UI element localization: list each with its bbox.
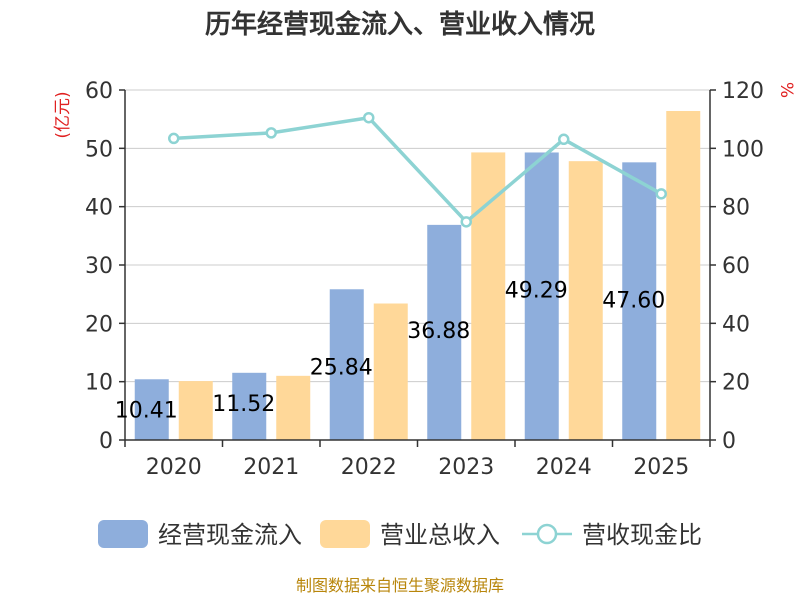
right-tick-label: 40	[722, 312, 750, 337]
ratio-point-2023	[460, 216, 472, 228]
left-tick-label: 20	[85, 312, 113, 337]
data-label-2021: 11.52	[212, 392, 275, 417]
legend-swatch-marker	[536, 523, 558, 545]
x-tick-label: 2025	[633, 455, 689, 480]
bar-营业总收入-2025	[666, 111, 701, 440]
bar-营业总收入-2021	[276, 375, 311, 440]
grid-lines	[125, 89, 710, 383]
bar-营业总收入-2022	[373, 303, 408, 440]
bars	[134, 111, 701, 441]
left-tick-label: 60	[85, 79, 113, 104]
ratio-point-2021	[265, 127, 277, 139]
bar-经营现金流入-2024	[524, 152, 559, 440]
x-tick-label: 2021	[243, 455, 299, 480]
right-tick-label: 80	[722, 196, 750, 221]
legend-label-营收现金比: 营收现金比	[582, 521, 702, 549]
right-tick-label: 0	[722, 429, 736, 454]
legend-swatch-营业总收入	[320, 520, 370, 548]
data-label-2022: 25.84	[310, 355, 373, 380]
data-labels: 10.41 11.52 25.84 36.88 49.29 47.60	[115, 278, 665, 423]
legend-swatch-经营现金流入	[98, 520, 148, 548]
right-tick-label: 100	[722, 137, 764, 162]
chart-title: 历年经营现金流入、营业收入情况	[205, 9, 595, 40]
ratio-point-2025	[655, 188, 667, 200]
right-tick-label: 120	[722, 79, 764, 104]
bar-经营现金流入-2020	[134, 379, 169, 440]
source-note: 制图数据来自恒生聚源数据库	[296, 576, 504, 595]
data-label-2025: 47.60	[602, 288, 665, 313]
ratio-line-path	[173, 115, 663, 225]
bar-营业总收入-2024	[568, 161, 603, 440]
right-axis-unit: %	[776, 82, 796, 98]
ratio-point-2022	[363, 111, 375, 124]
x-tick-label: 2024	[536, 455, 592, 480]
x-tick-label: 2020	[146, 455, 202, 480]
legend-label-营业总收入: 营业总收入	[380, 521, 500, 549]
left-tick-label: 40	[85, 196, 113, 221]
bar-经营现金流入-2021	[232, 372, 267, 440]
data-label-2023: 36.88	[407, 319, 470, 344]
bar-经营现金流入-2022	[329, 289, 364, 440]
ratio-line	[168, 111, 667, 228]
bar-营业总收入-2020	[178, 381, 213, 440]
left-tick-label: 0	[99, 429, 113, 454]
right-tick-label: 20	[722, 371, 750, 396]
ratio-point-2020	[168, 132, 180, 145]
ratio-point-2024	[558, 133, 570, 146]
axes: 0 10 20 30 40 50 60 0 20 40 60 80 100 120 2020 2021 2022…	[85, 79, 764, 480]
right-tick-label: 60	[722, 254, 750, 279]
left-tick-label: 50	[85, 137, 113, 162]
legend: 经营现金流入 营业总收入 营收现金比	[98, 520, 702, 549]
data-label-2024: 49.29	[505, 278, 568, 303]
left-tick-label: 10	[85, 371, 113, 396]
left-tick-label: 30	[85, 254, 113, 279]
x-tick-label: 2022	[341, 455, 397, 480]
legend-label-经营现金流入: 经营现金流入	[158, 521, 302, 549]
bar-营业总收入-2023	[471, 152, 506, 440]
left-axis-unit: (亿元)	[53, 91, 73, 138]
bar-经营现金流入-2025	[622, 162, 657, 441]
data-label-2020: 10.41	[115, 398, 178, 423]
x-tick-label: 2023	[438, 455, 494, 480]
bar-经营现金流入-2023	[427, 224, 462, 440]
